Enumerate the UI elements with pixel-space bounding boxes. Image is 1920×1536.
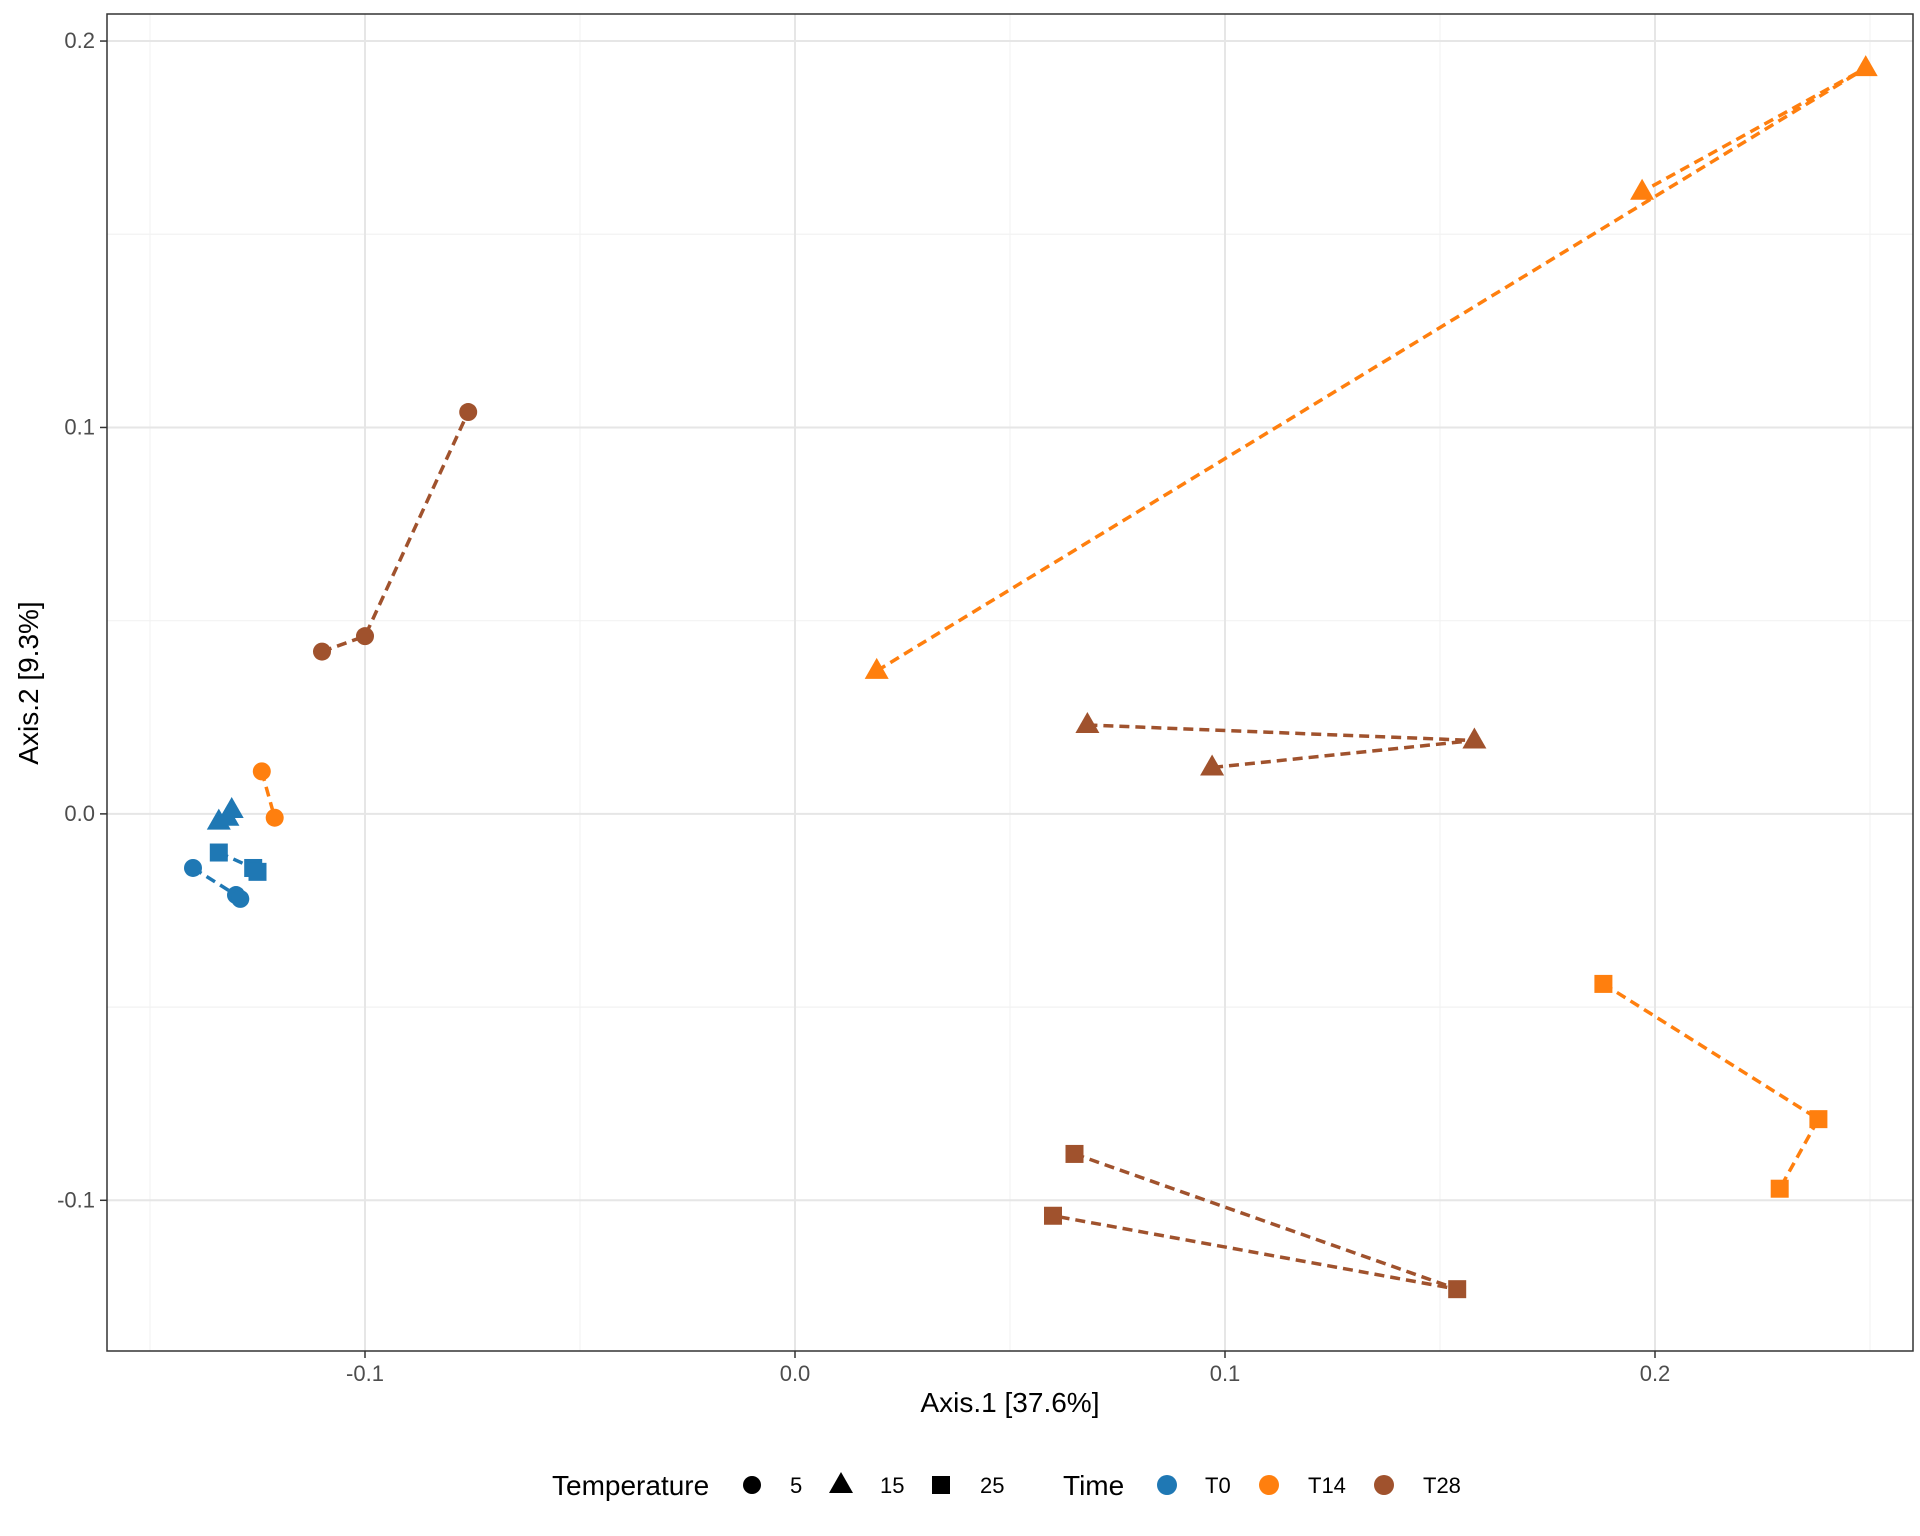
legend-key-temp-25 bbox=[932, 1476, 950, 1494]
y-tick-label: 0.2 bbox=[64, 28, 95, 53]
data-point-t14-temp-15 bbox=[1853, 55, 1878, 77]
x-tick-label: 0.0 bbox=[780, 1361, 811, 1386]
series-line-t28-temp-5 bbox=[321, 411, 470, 654]
legend-key-time-t14 bbox=[1259, 1475, 1279, 1495]
data-point-t0-temp-25 bbox=[248, 862, 267, 881]
x-axis-title: Axis.1 [37.6%] bbox=[921, 1387, 1100, 1418]
legend-label-5: 5 bbox=[790, 1473, 802, 1498]
grid-lines bbox=[107, 14, 1913, 1351]
y-axis-title: Axis.2 [9.3%] bbox=[13, 601, 44, 764]
y-tick-label: 0.1 bbox=[64, 414, 95, 439]
legend-label-t28: T28 bbox=[1423, 1473, 1461, 1498]
data-point-t28-temp-5 bbox=[459, 403, 478, 422]
data-point-t0-temp-5 bbox=[231, 889, 250, 908]
x-tick-label: -0.1 bbox=[346, 1361, 384, 1386]
legend-key-temp-5 bbox=[743, 1476, 761, 1494]
y-tick-label: -0.1 bbox=[57, 1187, 95, 1212]
data-point-t0-temp-25 bbox=[209, 843, 228, 862]
legend-key-time-t0 bbox=[1157, 1475, 1177, 1495]
y-tick-label: 0.0 bbox=[64, 801, 95, 826]
data-point-t14-temp-25 bbox=[1809, 1110, 1828, 1129]
data-points bbox=[184, 55, 1878, 1299]
legend-title-time: Time bbox=[1063, 1470, 1124, 1501]
data-point-t28-temp-15 bbox=[1462, 727, 1487, 749]
data-point-t14-temp-25 bbox=[1594, 974, 1613, 993]
data-point-t14-temp-15 bbox=[1630, 178, 1655, 200]
legend-key-time-t28 bbox=[1374, 1475, 1394, 1495]
x-tick-label: 0.2 bbox=[1640, 1361, 1671, 1386]
legend-temperature-keys bbox=[743, 1471, 950, 1494]
x-tick-label: 0.1 bbox=[1210, 1361, 1241, 1386]
data-point-t14-temp-5 bbox=[265, 808, 284, 827]
data-point-t0-temp-5 bbox=[184, 858, 202, 877]
data-point-t14-temp-25 bbox=[1770, 1179, 1789, 1198]
legend-time-keys bbox=[1157, 1475, 1394, 1495]
axes: -0.1 0.0 0.1 0.2 -0.1 0.0 0.1 0.2 bbox=[57, 28, 1670, 1386]
data-point-t28-temp-5 bbox=[356, 627, 374, 646]
data-point-t28-temp-25 bbox=[1448, 1280, 1467, 1299]
legend-label-t14: T14 bbox=[1308, 1473, 1346, 1498]
legend-label-15: 15 bbox=[880, 1473, 904, 1498]
data-point-t28-temp-5 bbox=[313, 642, 331, 661]
legend: Temperature 5 15 25 Time T0 T14 T28 bbox=[552, 1470, 1461, 1501]
legend-label-t0: T0 bbox=[1205, 1473, 1231, 1498]
data-point-t28-temp-15 bbox=[1200, 754, 1225, 776]
legend-title-temperature: Temperature bbox=[552, 1470, 709, 1501]
plot-panel-border bbox=[106, 13, 1914, 1352]
data-point-t14-temp-5 bbox=[252, 762, 271, 781]
data-point-t28-temp-15 bbox=[1075, 711, 1100, 733]
series-line-t14-temp-25 bbox=[1602, 982, 1821, 1190]
data-point-t0-temp-15 bbox=[215, 804, 240, 826]
legend-label-25: 25 bbox=[980, 1473, 1004, 1498]
data-point-t14-temp-15 bbox=[864, 657, 889, 679]
data-point-t28-temp-25 bbox=[1065, 1144, 1084, 1163]
data-point-t28-temp-25 bbox=[1044, 1206, 1062, 1225]
legend-key-temp-15 bbox=[829, 1471, 853, 1493]
